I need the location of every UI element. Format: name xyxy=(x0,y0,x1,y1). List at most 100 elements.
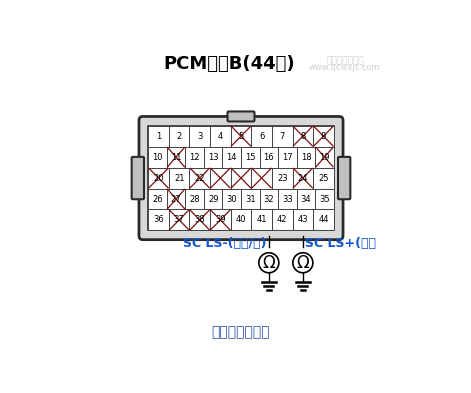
Bar xyxy=(222,189,241,209)
Bar xyxy=(313,209,334,230)
Text: 1: 1 xyxy=(156,132,161,141)
Text: 14: 14 xyxy=(227,152,237,162)
Text: 30: 30 xyxy=(227,195,237,204)
Bar xyxy=(189,167,210,189)
Circle shape xyxy=(293,253,313,273)
Bar xyxy=(241,147,260,167)
Bar xyxy=(185,147,204,167)
Text: 41: 41 xyxy=(256,215,267,224)
Text: 39: 39 xyxy=(215,215,226,224)
Bar xyxy=(204,189,222,209)
Bar xyxy=(204,147,222,167)
Bar xyxy=(241,189,260,209)
Bar xyxy=(260,189,278,209)
Text: 25: 25 xyxy=(318,174,329,183)
Text: Ω: Ω xyxy=(296,254,309,272)
Bar xyxy=(169,167,189,189)
Bar xyxy=(278,189,297,209)
Text: 5: 5 xyxy=(238,132,244,141)
Bar xyxy=(169,126,189,147)
Bar xyxy=(272,167,292,189)
Text: 8: 8 xyxy=(300,132,306,141)
Bar xyxy=(292,126,313,147)
Text: 32: 32 xyxy=(264,195,274,204)
Text: 2: 2 xyxy=(177,132,182,141)
Text: 26: 26 xyxy=(152,195,163,204)
Text: 7: 7 xyxy=(280,132,285,141)
Bar xyxy=(148,189,167,209)
Bar xyxy=(292,209,313,230)
Bar xyxy=(167,147,185,167)
Text: 12: 12 xyxy=(189,152,200,162)
FancyBboxPatch shape xyxy=(227,112,254,121)
Text: 27: 27 xyxy=(171,195,181,204)
Text: 28: 28 xyxy=(189,195,200,204)
Text: Ω: Ω xyxy=(262,254,275,272)
Text: 21: 21 xyxy=(174,174,184,183)
Text: 17: 17 xyxy=(282,152,292,162)
Bar xyxy=(252,209,272,230)
Bar xyxy=(189,209,210,230)
Bar xyxy=(252,167,272,189)
Text: 29: 29 xyxy=(208,195,219,204)
Text: 38: 38 xyxy=(195,215,205,224)
Bar xyxy=(210,209,231,230)
Text: 34: 34 xyxy=(300,195,311,204)
Bar xyxy=(297,147,315,167)
Bar xyxy=(222,147,241,167)
Bar xyxy=(185,189,204,209)
Bar xyxy=(315,189,334,209)
FancyBboxPatch shape xyxy=(338,157,350,199)
Text: 35: 35 xyxy=(319,195,330,204)
Text: 31: 31 xyxy=(245,195,256,204)
Text: 9: 9 xyxy=(321,132,326,141)
Bar xyxy=(148,209,169,230)
Bar xyxy=(231,126,252,147)
Bar xyxy=(148,126,169,147)
Text: SC LS-(粉红/蓝): SC LS-(粉红/蓝) xyxy=(183,237,267,250)
Bar xyxy=(313,126,334,147)
Bar xyxy=(231,209,252,230)
FancyBboxPatch shape xyxy=(132,157,144,199)
Text: 15: 15 xyxy=(245,152,256,162)
Text: 37: 37 xyxy=(174,215,185,224)
Bar xyxy=(297,189,315,209)
Bar xyxy=(148,147,167,167)
Text: 16: 16 xyxy=(264,152,274,162)
Text: 20: 20 xyxy=(153,174,164,183)
Text: 汽车维修技术网: 汽车维修技术网 xyxy=(326,57,364,66)
Bar xyxy=(167,189,185,209)
Text: 42: 42 xyxy=(277,215,287,224)
Text: 6: 6 xyxy=(259,132,264,141)
Bar xyxy=(292,167,313,189)
Bar xyxy=(189,126,210,147)
Bar xyxy=(231,167,252,189)
Bar xyxy=(210,167,231,189)
Text: 18: 18 xyxy=(300,152,311,162)
Text: 24: 24 xyxy=(298,174,308,183)
Bar xyxy=(210,126,231,147)
Text: PCM插头B(44芯): PCM插头B(44芯) xyxy=(163,55,295,73)
Text: www.qcwxjs.com: www.qcwxjs.com xyxy=(309,63,381,72)
Circle shape xyxy=(259,253,279,273)
Text: 40: 40 xyxy=(236,215,246,224)
Bar xyxy=(260,147,278,167)
Text: 33: 33 xyxy=(282,195,293,204)
Text: 23: 23 xyxy=(277,174,288,183)
Bar xyxy=(148,167,169,189)
FancyBboxPatch shape xyxy=(139,116,343,240)
Bar xyxy=(272,209,292,230)
Bar xyxy=(313,167,334,189)
Text: 22: 22 xyxy=(195,174,205,183)
Text: 4: 4 xyxy=(218,132,223,141)
Bar xyxy=(272,126,292,147)
Bar xyxy=(278,147,297,167)
Bar xyxy=(148,126,334,230)
Text: 43: 43 xyxy=(298,215,308,224)
Text: 11: 11 xyxy=(171,152,181,162)
Text: SC LS+(黄）: SC LS+(黄） xyxy=(305,237,376,250)
Text: 36: 36 xyxy=(153,215,164,224)
Text: 凹头插头端子侧: 凹头插头端子侧 xyxy=(211,325,270,339)
Text: 44: 44 xyxy=(318,215,329,224)
Text: 3: 3 xyxy=(197,132,203,141)
